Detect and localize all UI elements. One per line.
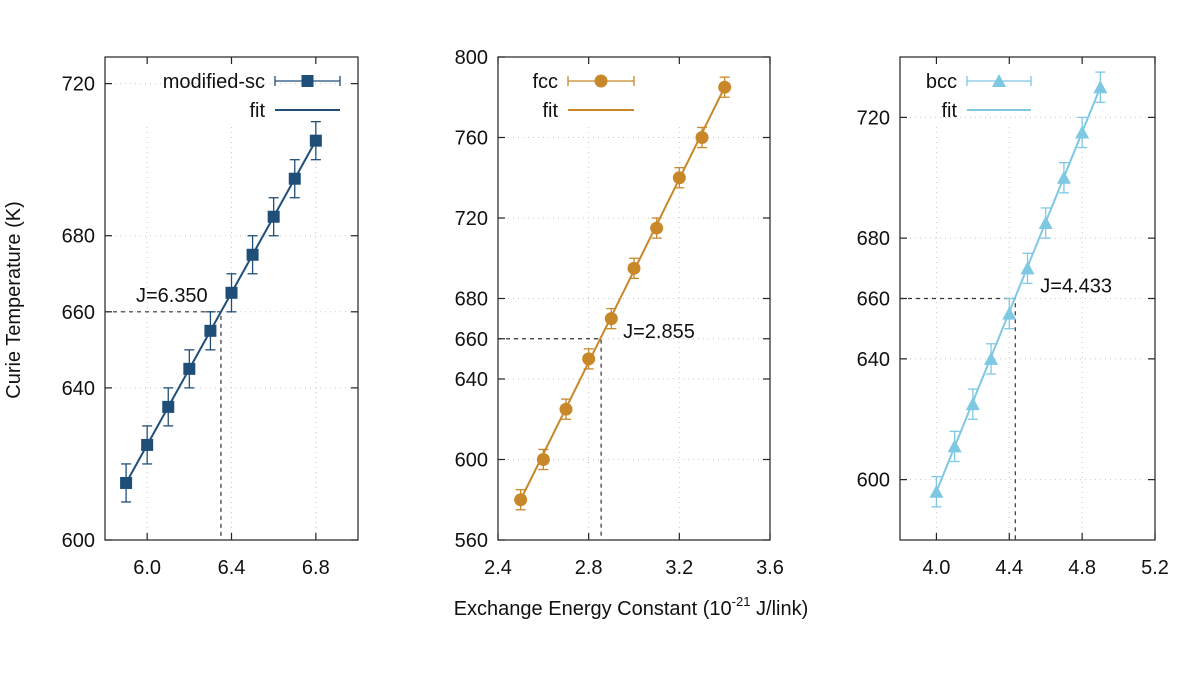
- bcc-data-point: [1093, 80, 1108, 94]
- chart-panels: 6.0 6.4 6.8 600 640 660 680 720 J=6.350 modified-…: [62, 47, 1169, 579]
- modified-sc-legend-marker: [301, 75, 314, 87]
- modified-sc-data-point: [204, 324, 217, 337]
- modified-sc-data-point: [225, 286, 238, 299]
- bcc-data-point: [929, 484, 944, 498]
- fcc-data-point: [559, 402, 573, 416]
- bcc-y-tick-label: 640: [857, 349, 890, 371]
- fcc-x-tick-label: 2.4: [484, 557, 512, 579]
- modified-sc-data-point: [120, 476, 133, 489]
- panel-modified-sc: 6.0 6.4 6.8 600 640 660 680 720 J=6.350 modified-…: [62, 56, 359, 579]
- modified-sc-y-tick-label: 640: [62, 378, 95, 400]
- fcc-data-point: [514, 493, 528, 507]
- bcc-data-point: [1020, 261, 1035, 275]
- fcc-legend-label: fcc: [532, 71, 558, 93]
- bcc-legend-fit-label: fit: [941, 100, 957, 122]
- bcc-j-annotation: J=4.433: [1040, 276, 1112, 298]
- modified-sc-fit-line: [125, 140, 317, 484]
- modified-sc-legend-label: modified-sc: [163, 71, 265, 93]
- bcc-plot-frame: [899, 56, 1156, 541]
- x-axis-title-main: Exchange Energy Constant (10: [454, 598, 732, 620]
- modified-sc-y-tick-label: 680: [62, 226, 95, 248]
- modified-sc-data-point: [183, 362, 196, 375]
- fcc-y-tick-label: 720: [455, 208, 488, 230]
- bcc-fit-line: [935, 86, 1102, 493]
- fcc-j-annotation: J=2.855: [623, 321, 695, 343]
- fcc-x-tick-label: 3.6: [756, 557, 784, 579]
- fcc-y-tick-label: 800: [455, 47, 488, 69]
- fcc-j-guide-line: [498, 338, 602, 540]
- fcc-data-point: [695, 131, 709, 144]
- bcc-x-tick-label: 5.2: [1141, 557, 1169, 579]
- modified-sc-data-point: [246, 248, 259, 261]
- modified-sc-y-tick-label: 600: [62, 530, 95, 552]
- modified-sc-y-tick-label: 660: [62, 302, 95, 324]
- modified-sc-y-tick-label: 720: [62, 74, 95, 96]
- modified-sc-x-tick-label: 6.8: [302, 557, 330, 579]
- fcc-legend-marker: [594, 74, 608, 88]
- bcc-y-tick-label: 680: [857, 228, 890, 250]
- modified-sc-x-tick-label: 6.4: [218, 557, 246, 579]
- bcc-data-point: [947, 439, 962, 453]
- modified-sc-x-tick-label: 6.0: [133, 557, 161, 579]
- modified-sc-data-point: [267, 210, 280, 223]
- panel-fcc: 2.4 2.8 3.2 3.6 560 600 640 660 680 720 760 800 J=2.…: [455, 47, 784, 579]
- fcc-x-tick-label: 2.8: [575, 557, 603, 579]
- bcc-data-point: [984, 351, 999, 365]
- modified-sc-data-point: [162, 400, 175, 413]
- bcc-j-guide-line: [900, 297, 1016, 540]
- bcc-y-tick-label: 600: [857, 470, 890, 492]
- y-axis-title: Curie Temperature (K): [3, 201, 25, 398]
- bcc-x-tick-label: 4.8: [1068, 557, 1096, 579]
- fcc-fit-line: [519, 86, 726, 501]
- modified-sc-data-point: [288, 172, 301, 185]
- x-axis-title-unit: J/link): [750, 598, 808, 620]
- x-axis-title-exponent: -21: [732, 594, 751, 609]
- fcc-data-point: [650, 221, 664, 235]
- bcc-x-tick-label: 4.0: [923, 557, 951, 579]
- bcc-data-point: [1038, 216, 1053, 230]
- fcc-data-point: [604, 312, 618, 326]
- fcc-y-tick-label: 640: [455, 369, 488, 391]
- bcc-data-point: [1002, 306, 1017, 320]
- bcc-y-tick-label: 720: [857, 107, 890, 129]
- fcc-y-tick-label: 600: [455, 450, 488, 472]
- bcc-legend-marker: [992, 74, 1006, 87]
- modified-sc-j-guide-line: [105, 311, 222, 540]
- bcc-data-point: [1075, 125, 1090, 139]
- fcc-y-tick-label: 660: [455, 329, 488, 351]
- bcc-legend-label: bcc: [926, 71, 957, 93]
- fcc-data-point: [536, 453, 550, 466]
- fcc-x-tick-label: 3.2: [665, 557, 693, 579]
- modified-sc-data-point: [309, 134, 322, 147]
- x-axis-title: Exchange Energy Constant (10-21 J/link): [454, 594, 809, 620]
- fcc-y-tick-label: 560: [455, 530, 488, 552]
- modified-sc-data-point: [141, 438, 154, 451]
- bcc-data-point: [1056, 170, 1071, 184]
- fcc-data-point: [582, 352, 596, 366]
- fcc-data-point: [672, 171, 686, 185]
- panel-bcc: 4.0 4.4 4.8 5.2 600 640 660 680 720 J=4.433 bcc fit: [857, 56, 1169, 579]
- bcc-x-tick-label: 4.4: [995, 557, 1023, 579]
- bcc-data-point: [965, 397, 980, 411]
- fcc-y-tick-label: 760: [455, 128, 488, 150]
- modified-sc-legend-fit-label: fit: [249, 100, 265, 122]
- bcc-y-tick-label: 660: [857, 289, 890, 311]
- fcc-y-tick-label: 680: [455, 289, 488, 311]
- fcc-data-point: [718, 80, 732, 94]
- fcc-data-point: [627, 261, 641, 275]
- fcc-legend-fit-label: fit: [542, 100, 558, 122]
- modified-sc-j-annotation: J=6.350: [136, 285, 208, 307]
